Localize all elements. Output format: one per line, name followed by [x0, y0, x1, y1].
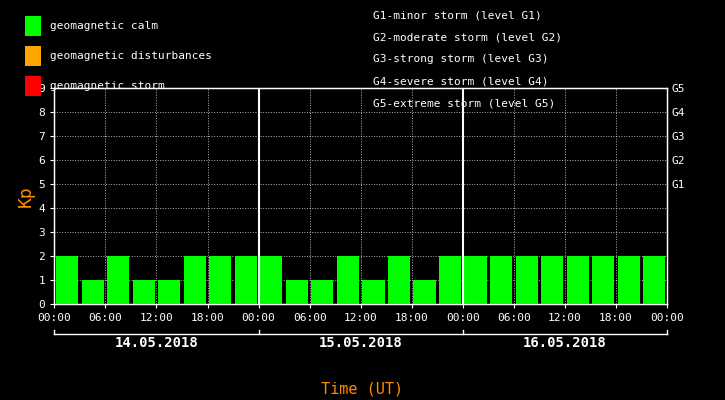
Bar — [286, 280, 308, 304]
Bar — [82, 280, 104, 304]
Bar — [541, 256, 563, 304]
Bar — [183, 256, 206, 304]
Text: geomagnetic disturbances: geomagnetic disturbances — [50, 51, 212, 61]
Text: Time (UT): Time (UT) — [321, 381, 404, 396]
Bar — [311, 280, 334, 304]
Bar — [56, 256, 78, 304]
Text: G1-minor storm (level G1): G1-minor storm (level G1) — [373, 10, 542, 20]
Bar — [413, 280, 436, 304]
Bar — [567, 256, 589, 304]
Text: 16.05.2018: 16.05.2018 — [523, 336, 607, 350]
Bar — [158, 280, 181, 304]
Bar — [260, 256, 283, 304]
Y-axis label: Kp: Kp — [17, 185, 34, 207]
Text: G2-moderate storm (level G2): G2-moderate storm (level G2) — [373, 32, 563, 42]
Text: 14.05.2018: 14.05.2018 — [115, 336, 199, 350]
Bar — [643, 256, 666, 304]
Text: G3-strong storm (level G3): G3-strong storm (level G3) — [373, 54, 549, 64]
Bar — [592, 256, 614, 304]
Text: G5-extreme storm (level G5): G5-extreme storm (level G5) — [373, 98, 555, 108]
Text: 15.05.2018: 15.05.2018 — [319, 336, 402, 350]
Bar — [465, 256, 486, 304]
Bar — [618, 256, 639, 304]
Bar — [439, 256, 461, 304]
Bar — [133, 280, 154, 304]
Text: geomagnetic storm: geomagnetic storm — [50, 81, 165, 91]
Bar — [465, 280, 486, 304]
Bar — [210, 256, 231, 304]
Bar — [668, 232, 691, 304]
Bar — [362, 280, 384, 304]
Bar — [515, 256, 538, 304]
Bar — [490, 256, 512, 304]
Bar — [235, 256, 257, 304]
Text: geomagnetic calm: geomagnetic calm — [50, 21, 158, 31]
Bar — [388, 256, 410, 304]
Bar — [107, 256, 129, 304]
Bar — [337, 256, 359, 304]
Text: G4-severe storm (level G4): G4-severe storm (level G4) — [373, 76, 549, 86]
